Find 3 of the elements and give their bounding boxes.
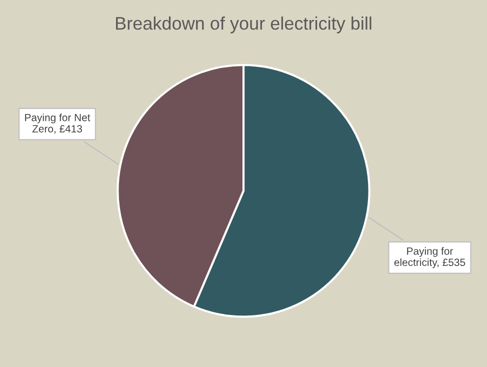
slice-label: Paying for electricity, £535 — [394, 247, 466, 268]
slice-label: Paying for Net Zero, £413 — [25, 114, 90, 134]
chart-title: Breakdown of your electricity bill — [116, 16, 372, 34]
